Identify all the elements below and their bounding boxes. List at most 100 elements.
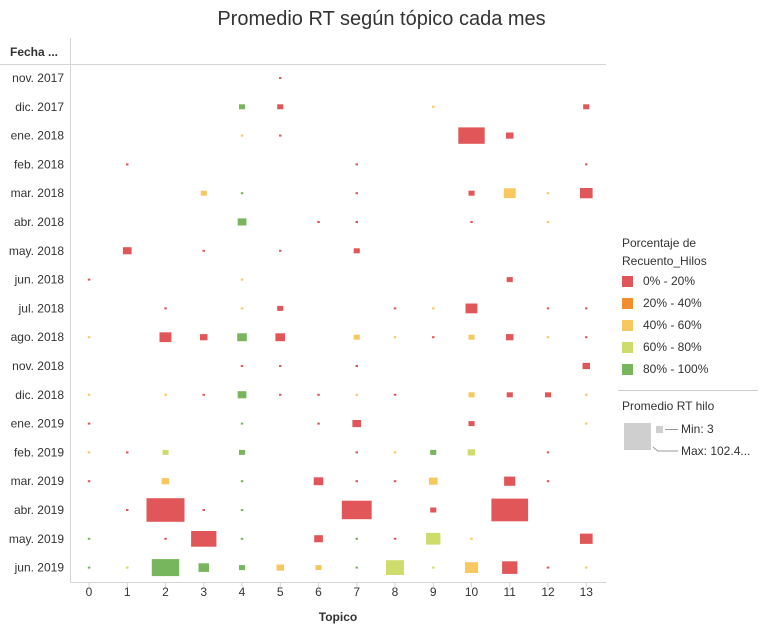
heatmap-cell (279, 365, 282, 367)
x-axis-title: Topico (319, 610, 357, 624)
heatmap-cell (467, 449, 476, 456)
heatmap-cell (240, 134, 244, 137)
heatmap-cell (317, 393, 320, 396)
x-tick-label: 1 (124, 585, 131, 599)
heatmap-cell (430, 449, 437, 455)
heatmap-cell (432, 307, 435, 310)
row-label: ago. 2018 (11, 330, 65, 344)
heatmap-cell (87, 451, 91, 454)
row-label: jun. 2019 (14, 561, 65, 575)
row-label: abr. 2019 (14, 503, 64, 517)
legend: Porcentaje de Recuento_Hilos 0% - 20% 20%… (618, 234, 762, 462)
heatmap-cell (464, 562, 479, 573)
heatmap-cell (279, 134, 282, 137)
color-legend-label: 0% - 20% (643, 274, 696, 288)
color-legend-label: 40% - 60% (643, 318, 702, 332)
heatmap-cell (315, 565, 322, 571)
heatmap-cell (122, 247, 132, 255)
color-legend-label: 80% - 100% (643, 362, 709, 376)
heatmap-cell (240, 480, 244, 483)
heatmap-cell (126, 566, 129, 569)
color-legend-swatch (622, 319, 633, 331)
heatmap-cell (87, 393, 91, 396)
heatmap-cell (546, 566, 550, 569)
color-legend-item: 40% - 60% (622, 314, 762, 336)
heatmap-cell (491, 498, 529, 522)
heatmap-cell (546, 336, 550, 339)
color-legend-item: 20% - 40% (622, 292, 762, 314)
heatmap-cell (468, 190, 475, 196)
x-tick-label: 2 (162, 585, 169, 599)
heatmap-cell (198, 563, 209, 572)
row-label: dic. 2017 (15, 100, 64, 114)
heatmap-cell (317, 221, 320, 223)
heatmap-cell (200, 334, 208, 341)
row-label: nov. 2017 (12, 71, 64, 85)
heatmap-cell (151, 559, 180, 577)
x-tick-label: 8 (392, 585, 399, 599)
heatmap-cell (353, 248, 360, 254)
heatmap-cell (191, 531, 217, 547)
heatmap-cell (240, 307, 244, 310)
size-legend-max-label: Max: 102.4... (681, 444, 750, 458)
size-legend-min-label: Min: 3 (681, 422, 714, 436)
heatmap-cell (355, 451, 358, 454)
heatmap-cell (240, 365, 244, 367)
heatmap-cell (426, 532, 441, 545)
heatmap-cell (240, 537, 244, 540)
heatmap-cell (465, 303, 478, 314)
size-legend-max-square (624, 423, 651, 450)
heatmap-cell (470, 221, 473, 223)
row-label: abr. 2018 (14, 215, 64, 229)
color-legend-item: 60% - 80% (622, 336, 762, 358)
heatmap-cell (279, 393, 282, 396)
heatmap-cell (87, 278, 91, 281)
row-label: mar. 2019 (11, 474, 65, 488)
heatmap-cell (506, 334, 514, 341)
heatmap-cell (580, 533, 593, 544)
heatmap-cell (87, 422, 91, 425)
heatmap-cell (393, 307, 397, 310)
heatmap-cell (355, 365, 358, 367)
heatmap-cell (237, 391, 247, 399)
size-legend-min-square (656, 426, 663, 433)
x-tick-label: 0 (86, 585, 93, 599)
heatmap-cell (458, 127, 485, 144)
heatmap-cell (582, 362, 590, 370)
heatmap-cell (355, 221, 358, 223)
heatmap-cell (468, 334, 475, 340)
color-legend-swatch (622, 275, 633, 287)
heatmap-cell (355, 537, 358, 540)
heatmap-cell (503, 188, 516, 199)
heatmap-cell (393, 393, 397, 396)
x-tick-label: 3 (200, 585, 207, 599)
heatmap-cell (506, 277, 513, 283)
size-legend: Min: 3 Max: 102.4... (624, 422, 750, 458)
heatmap-cell (161, 478, 170, 485)
heatmap-cell (202, 393, 205, 396)
heatmap-cell (240, 278, 244, 281)
heatmap-cell (162, 449, 169, 455)
heatmap-cell (87, 537, 91, 540)
legend-divider (618, 390, 758, 391)
heatmap-cell (393, 336, 397, 339)
heatmap-plot: Fecha ... nov. 2017 dic. 2017 ene. 2018 feb.… (0, 38, 606, 624)
x-tick-label: 9 (430, 585, 437, 599)
heatmap-cell (202, 509, 205, 511)
heatmap-cell (240, 509, 244, 511)
heatmap-cell (313, 477, 324, 486)
row-label: feb. 2019 (14, 445, 64, 459)
heatmap-cell (432, 105, 435, 108)
row-label: ene. 2018 (11, 129, 65, 143)
heatmap-cell (126, 509, 129, 511)
heatmap-cell (200, 190, 207, 196)
heatmap-cell (159, 332, 172, 343)
heatmap-cell (585, 422, 588, 425)
heatmap-cell (240, 422, 244, 425)
heatmap-cell (546, 221, 550, 223)
heatmap-cell (502, 561, 518, 574)
heatmap-cell (393, 480, 397, 483)
x-tick-label: 13 (580, 585, 594, 599)
heatmap-cell (432, 336, 435, 339)
heatmap-cell (164, 393, 167, 396)
